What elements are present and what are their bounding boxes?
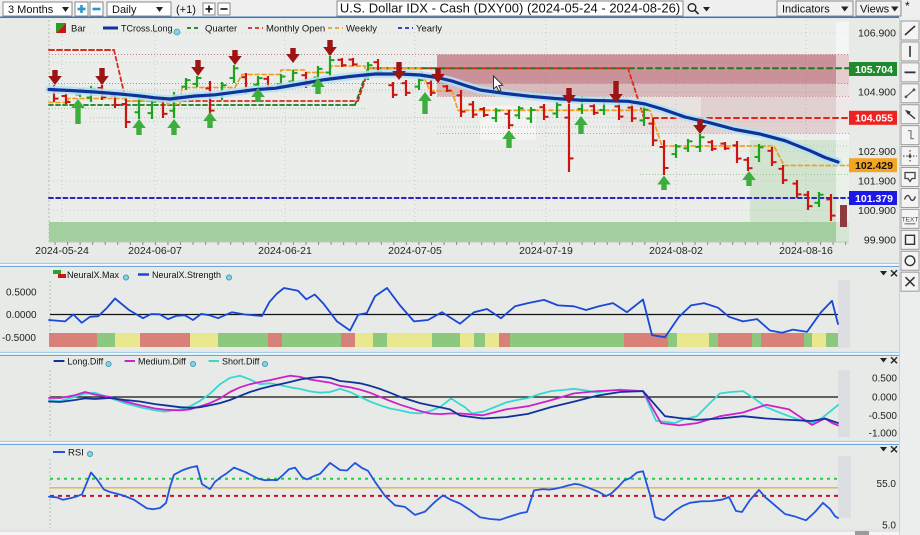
svg-text:2024-05-24: 2024-05-24 (35, 245, 89, 257)
svg-text:2024-06-07: 2024-06-07 (128, 245, 182, 257)
svg-text:100.900: 100.900 (858, 205, 896, 217)
svg-text:5.0: 5.0 (882, 521, 896, 532)
svg-text:101.379: 101.379 (855, 193, 893, 205)
svg-text:Weekly: Weekly (346, 24, 377, 35)
svg-text:Monthly Open: Monthly Open (266, 24, 325, 35)
svg-text:0.0000: 0.0000 (6, 310, 37, 321)
svg-text:Medium.Diff: Medium.Diff (138, 357, 186, 367)
svg-text:-0.5000: -0.5000 (2, 333, 36, 344)
svg-text:105.704: 105.704 (855, 64, 893, 76)
svg-text:Yearly: Yearly (416, 24, 442, 35)
svg-text:55.0: 55.0 (877, 479, 897, 490)
svg-text:104.055: 104.055 (855, 113, 893, 125)
svg-text:-0.500: -0.500 (869, 411, 898, 422)
svg-text:0.5000: 0.5000 (6, 288, 37, 299)
svg-text:2024-07-05: 2024-07-05 (388, 245, 442, 257)
svg-text:-1.000: -1.000 (869, 429, 898, 440)
svg-text:Quarter: Quarter (205, 24, 237, 35)
svg-text:NeuralX.Strength: NeuralX.Strength (152, 270, 221, 280)
svg-text:101.900: 101.900 (858, 175, 896, 187)
svg-text:Views: Views (860, 4, 890, 16)
svg-text:*: * (905, 0, 910, 13)
svg-text:102.429: 102.429 (855, 160, 893, 172)
svg-text:102.900: 102.900 (858, 146, 896, 158)
svg-text:2024-08-16: 2024-08-16 (779, 245, 833, 257)
svg-text:TEXT: TEXT (902, 216, 919, 223)
svg-text:TCross.Long: TCross.Long (121, 24, 173, 34)
svg-text:2024-08-02: 2024-08-02 (649, 245, 703, 257)
svg-text:0.000: 0.000 (872, 393, 897, 404)
svg-text:106.900: 106.900 (858, 28, 896, 40)
svg-text:Daily: Daily (112, 4, 137, 16)
svg-text:RSI: RSI (68, 448, 84, 459)
svg-text:3 Months: 3 Months (8, 4, 54, 16)
svg-text:U.S. Dollar IDX - Cash (DXY00): U.S. Dollar IDX - Cash (DXY00) (2024-05-… (340, 1, 680, 16)
svg-text:Indicators: Indicators (782, 4, 830, 16)
svg-text:Bar: Bar (71, 24, 86, 35)
svg-text:Short.Diff: Short.Diff (222, 357, 260, 367)
svg-text:2024-07-19: 2024-07-19 (519, 245, 573, 257)
svg-text:(+1): (+1) (176, 4, 196, 16)
svg-text:Long.Diff: Long.Diff (67, 357, 103, 367)
svg-text:104.900: 104.900 (858, 87, 896, 99)
svg-text:2024-06-21: 2024-06-21 (258, 245, 312, 257)
svg-text:NeuralX.Max: NeuralX.Max (67, 270, 120, 280)
svg-text:99.900: 99.900 (864, 234, 896, 246)
svg-text:0.500: 0.500 (872, 374, 897, 385)
